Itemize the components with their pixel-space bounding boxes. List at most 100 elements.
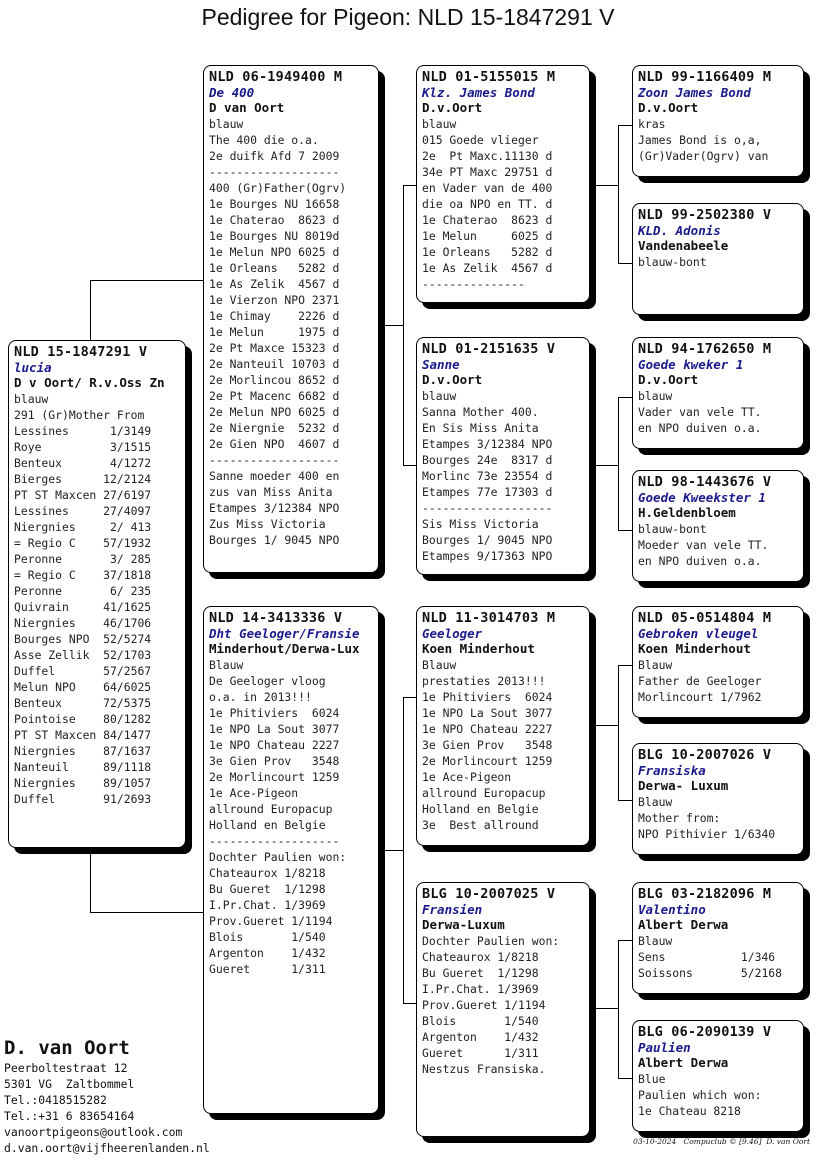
info-line: allround Europacup bbox=[209, 802, 333, 816]
info-line: Holland en Belgie bbox=[422, 802, 539, 816]
ring-number: NLD 98-1443676 V bbox=[638, 474, 772, 490]
pigeon-card[interactable]: NLD 06-1949400 M De 400 D van Oort blauw The… bbox=[203, 65, 379, 573]
info-line: Sens 1/346 bbox=[638, 950, 776, 964]
info-line: --------------- bbox=[422, 277, 525, 291]
info-line: 2e Melun NPO 6025 d bbox=[209, 405, 340, 419]
connector-line bbox=[90, 280, 203, 281]
breeder-name: Minderhout/Derwa-Lux bbox=[209, 641, 360, 656]
info-line: I.Pr.Chat. 1/3969 bbox=[422, 982, 539, 996]
ring-number: BLG 10-2007026 V bbox=[638, 747, 772, 763]
info-line: kras bbox=[638, 117, 666, 131]
info-line: The 400 die o.a. bbox=[209, 133, 319, 147]
info-line: Sis Miss Victoria bbox=[422, 517, 539, 531]
pigeon-name: Goede kweker 1 bbox=[638, 357, 744, 372]
pigeon-name: Valentino bbox=[638, 902, 706, 917]
pigeon-card[interactable]: NLD 98-1443676 V Goede Kweekster 1 H.Gelde… bbox=[632, 470, 804, 582]
info-line: Bu Gueret 1/1298 bbox=[209, 882, 326, 896]
connector-line bbox=[590, 1008, 618, 1009]
breeder-name: D.v.Oort bbox=[638, 372, 699, 387]
info-line: Prov.Gueret 1/1194 bbox=[422, 998, 546, 1012]
connector-line bbox=[379, 325, 403, 326]
pigeon-name: Klz. James Bond bbox=[422, 85, 535, 100]
footer-credits: 03-10-2024 Compuclub © [9.46] D. van Oor… bbox=[633, 1137, 810, 1146]
info-line: Dochter Paulien won: bbox=[422, 934, 560, 948]
ring-number: NLD 15-1847291 V bbox=[14, 344, 148, 360]
info-line: 1e As Zelik 4567 d bbox=[422, 261, 553, 275]
owner-info: D. van Oort Peerboltestraat 12 5301 VG Z… bbox=[4, 1036, 210, 1156]
info-line: 2e Morlincourt 1259 bbox=[422, 754, 553, 768]
pigeon-card[interactable]: NLD 05-0514804 M Gebroken vleugel Koen Min… bbox=[632, 606, 804, 718]
pigeon-card[interactable]: NLD 01-5155015 M Klz. James Bond D.v.Oort b… bbox=[416, 65, 590, 303]
info-line: die oa NPO en TT. d bbox=[422, 197, 553, 211]
pigeon-card[interactable]: NLD 99-1166409 M Zoon James Bond D.v.Oort k… bbox=[632, 65, 804, 177]
ring-number: NLD 11-3014703 M bbox=[422, 610, 556, 626]
breeder-name: Albert Derwa bbox=[638, 917, 729, 932]
info-line: 291 (Gr)Mother From bbox=[14, 408, 145, 422]
breeder-name: Albert Derwa bbox=[638, 1055, 729, 1070]
info-line: 400 (Gr)Father(Ogrv) bbox=[209, 181, 347, 195]
pigeon-card[interactable]: NLD 01-2151635 V Sanne D.v.Oort blauw Sanna … bbox=[416, 337, 590, 575]
info-line: blauw bbox=[638, 389, 673, 403]
info-line: En Sis Miss Anita bbox=[422, 421, 539, 435]
connector-line bbox=[618, 263, 632, 264]
pigeon-card[interactable]: BLG 10-2007025 V Fransien Derwa-Luxum Docht… bbox=[416, 882, 590, 1137]
connector-line bbox=[618, 530, 632, 531]
info-line: 1e Phitiviers 6024 bbox=[422, 690, 553, 704]
info-line: Duffel 91/2693 bbox=[14, 792, 152, 806]
info-line: 1e NPO La Sout 3077 bbox=[422, 706, 553, 720]
connector-line bbox=[90, 280, 91, 340]
pigeon-card[interactable]: NLD 94-1762650 M Goede kweker 1 D.v.Oort bl… bbox=[632, 337, 804, 449]
connector-line bbox=[618, 800, 632, 801]
connector-line bbox=[403, 465, 416, 466]
info-line: Mother from: bbox=[638, 811, 721, 825]
ring-number: BLG 03-2182096 M bbox=[638, 886, 772, 902]
info-line: Etampes 9/17363 NPO bbox=[422, 549, 553, 563]
info-line: Nestzus Fransiska. bbox=[422, 1062, 546, 1076]
breeder-name: D.v.Oort bbox=[638, 100, 699, 115]
pigeon-card[interactable]: BLG 03-2182096 M Valentino Albert Derwa Bla… bbox=[632, 882, 804, 994]
info-line: 1e Chimay 2226 d bbox=[209, 309, 340, 323]
info-line: James Bond is o,a, bbox=[638, 133, 762, 147]
connector-line bbox=[379, 850, 403, 851]
info-line: 1e Melun 6025 d bbox=[422, 229, 553, 243]
info-line: Bourges 24e 8317 d bbox=[422, 453, 553, 467]
info-line: 1e NPO Chateau 2227 bbox=[209, 738, 340, 752]
info-line: PT ST Maxcen 84/1477 bbox=[14, 728, 152, 742]
info-line: Bourges 1/ 9045 NPO bbox=[209, 533, 340, 547]
info-line: Chateaurox 1/8218 bbox=[422, 950, 539, 964]
pigeon-name: Zoon James Bond bbox=[638, 85, 751, 100]
info-line: Soissons 5/2168 bbox=[638, 966, 783, 980]
connector-line bbox=[618, 665, 632, 666]
info-line: 1e NPO La Sout 3077 bbox=[209, 722, 340, 736]
connector-line bbox=[590, 465, 618, 466]
pigeon-card[interactable]: NLD 99-2502380 V KLD. Adonis Vandenabeele b… bbox=[632, 203, 804, 315]
pigeon-card[interactable]: BLG 10-2007026 V Fransiska Derwa- Luxum Bla… bbox=[632, 743, 804, 855]
connector-line bbox=[618, 397, 619, 531]
info-line: 3e Gien Prov 3548 bbox=[209, 754, 340, 768]
info-line: Morlinc 73e 23554 d bbox=[422, 469, 553, 483]
info-line: Bourges 1/ 9045 NPO bbox=[422, 533, 553, 547]
pigeon-card[interactable]: NLD 14-3413336 V Dht Geeloger/Fransie Mind… bbox=[203, 606, 379, 1114]
pigeon-name: lucia bbox=[14, 360, 52, 375]
info-line: blauw bbox=[422, 389, 457, 403]
info-line: Lessines 27/4097 bbox=[14, 504, 152, 518]
info-line: 2e Morlincourt 1259 bbox=[209, 770, 340, 784]
info-line: ------------------- bbox=[209, 165, 340, 179]
owner-address: Peerboltestraat 12 bbox=[4, 1061, 128, 1075]
ring-number: NLD 99-1166409 M bbox=[638, 69, 772, 85]
info-line: blauw-bont bbox=[638, 255, 707, 269]
info-line: 1e As Zelik 4567 d bbox=[209, 277, 340, 291]
connector-line bbox=[618, 125, 632, 126]
pigeon-name: Dht Geeloger/Fransie bbox=[209, 626, 360, 641]
breeder-name: Koen Minderhout bbox=[422, 641, 535, 656]
owner-email-2: d.van.oort@vijfheerenlanden.nl bbox=[4, 1141, 210, 1155]
info-line: Morlincourt 1/7962 bbox=[638, 690, 762, 704]
owner-city: 5301 VG Zaltbommel bbox=[4, 1077, 135, 1091]
owner-name: D. van Oort bbox=[4, 1037, 130, 1059]
pigeon-card[interactable]: NLD 11-3014703 M Geeloger Koen Minderhout B… bbox=[416, 606, 590, 846]
info-line: prestaties 2013!!! bbox=[422, 674, 546, 688]
info-line: Gueret 1/311 bbox=[422, 1046, 539, 1060]
info-line: blauw bbox=[422, 117, 457, 131]
pigeon-card[interactable]: BLG 06-2090139 V Paulien Albert Derwa Blue P… bbox=[632, 1020, 804, 1132]
